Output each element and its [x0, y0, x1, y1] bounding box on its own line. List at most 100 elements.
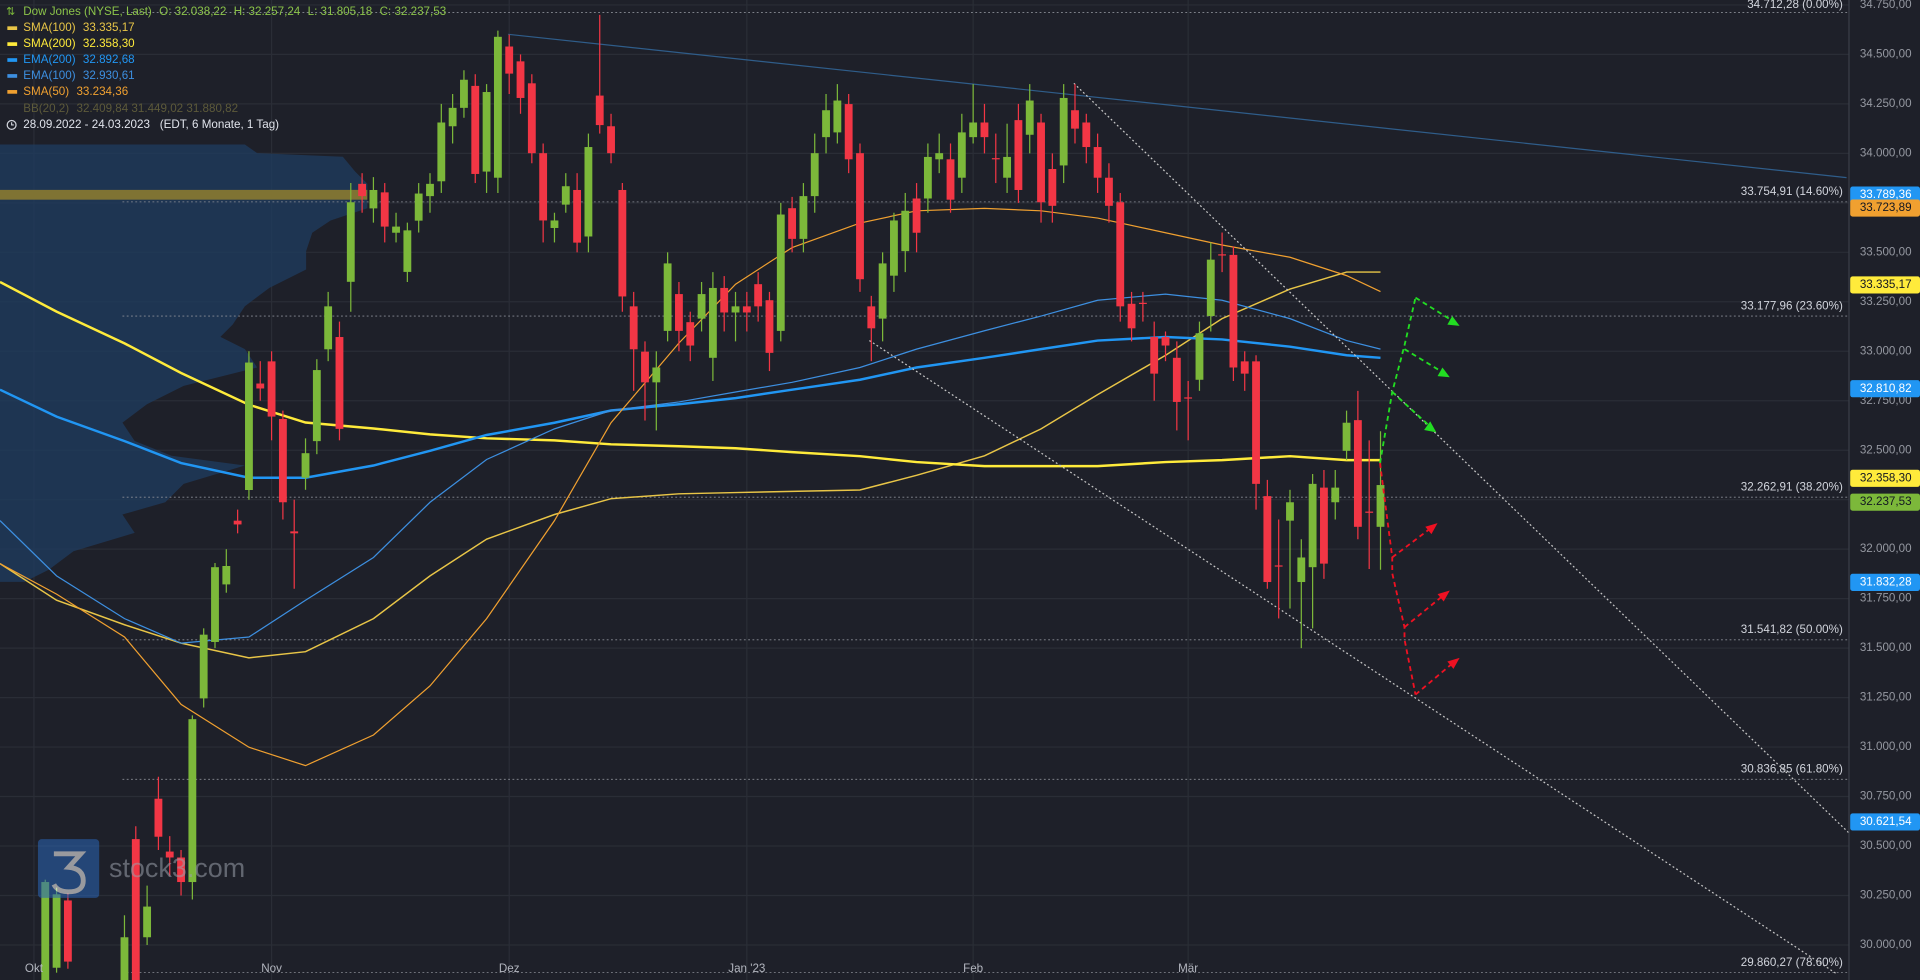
candle-body: [1342, 422, 1351, 451]
legend-entry: SMA(200) 32.358,30: [23, 37, 135, 50]
price-badge-label: 32.810,82: [1860, 382, 1912, 395]
projection-arrows: [1379, 296, 1460, 696]
y-tick-label: 32.500,00: [1860, 443, 1912, 456]
candle-body: [335, 337, 344, 429]
candle-body: [1184, 397, 1193, 399]
candle-body: [731, 306, 740, 313]
candle-body: [1150, 337, 1159, 374]
candle-body: [471, 85, 480, 174]
candle-body: [1274, 565, 1283, 567]
candle-body: [1014, 120, 1023, 190]
header: Dow Jones (NYSE, Last) O: 32.038,22 H: 32.…: [23, 5, 446, 18]
price-badge: [1850, 813, 1920, 831]
candle-body: [1161, 337, 1170, 346]
candle-body: [301, 453, 310, 478]
arrow-head: [1424, 421, 1437, 433]
price-badge-label: 32.237,53: [1860, 495, 1912, 508]
legend-entry: EMA(100) 32.930,61: [23, 69, 134, 82]
arrow-head: [1437, 367, 1450, 378]
candle-body: [754, 284, 763, 307]
candle-body: [1365, 511, 1374, 513]
y-tick-label: 31.750,00: [1860, 592, 1912, 605]
candle-body: [1320, 487, 1328, 564]
indicators: [0, 207, 1381, 767]
indicator-line: [0, 335, 1381, 479]
candle-body: [1331, 487, 1340, 503]
candle-body: [1093, 147, 1102, 178]
fib-label: 29.860,27 (78.60%): [1741, 956, 1843, 969]
legend-name: SMA(100): [23, 21, 75, 34]
legend-name: EMA(100): [23, 69, 75, 82]
y-tick-label: 30.000,00: [1860, 938, 1912, 951]
candle-body: [131, 839, 140, 980]
arrow-head: [1447, 316, 1460, 326]
legend-swatch: [7, 90, 18, 94]
legend-entry: SMA(50) 33.234,36: [23, 85, 128, 98]
candle-body: [290, 531, 299, 534]
clock-hands: [11, 122, 14, 126]
candle-body: [188, 719, 197, 883]
legend-name: SMA(200): [23, 37, 75, 50]
candle-body: [1172, 357, 1181, 402]
watermark-text: stock3.com: [109, 853, 245, 883]
candle-body: [799, 196, 808, 239]
y-tick-label: 33.500,00: [1860, 245, 1912, 258]
candle-body: [52, 894, 61, 968]
candle-body: [143, 906, 152, 938]
fib-levels: 34.712,28 (0.00%) 33.754,91 (14.60%) 33.17…: [122, 0, 1849, 974]
ohlc-low: L: 31.805,18: [308, 5, 373, 18]
candle-body: [652, 367, 661, 383]
y-tick-label: 30.250,00: [1860, 889, 1912, 902]
candle-body: [154, 798, 163, 837]
candle-body: [810, 153, 819, 197]
candle-body: [414, 193, 423, 221]
candle-body: [527, 83, 536, 154]
trend-lines: [508, 33, 1850, 975]
candle-body: [63, 900, 72, 962]
candle-body: [573, 189, 582, 243]
watermark: stock3.com: [37, 839, 245, 898]
candle-body: [1252, 361, 1260, 484]
y-tick-label: 34.500,00: [1860, 47, 1912, 60]
y-tick-label: 31.500,00: [1860, 641, 1912, 654]
candle-body: [561, 186, 570, 205]
projection-up: [1391, 391, 1434, 430]
candle-body: [346, 202, 355, 282]
arrow-heads: [1424, 316, 1460, 669]
legend-value: 32.930,61: [83, 69, 135, 82]
candle-body: [539, 153, 548, 221]
candle-body: [312, 370, 321, 442]
x-tick-label: Okt: [25, 962, 44, 975]
candle-body: [856, 153, 864, 280]
y-tick-label: 32.000,00: [1860, 542, 1912, 555]
candle-body: [720, 287, 729, 313]
y-tick-label: 33.250,00: [1860, 295, 1912, 308]
fib-label: 32.262,91 (38.20%): [1741, 480, 1843, 493]
candle-body: [1138, 302, 1147, 305]
legend-swatch: [7, 74, 18, 78]
legend-swatch: [7, 26, 18, 31]
candle-body: [765, 300, 774, 353]
candle-body: [1229, 254, 1238, 368]
price-badge: [1850, 276, 1920, 294]
candle-body: [1082, 122, 1091, 148]
candle-body: [697, 294, 706, 319]
legend-name: EMA(200): [23, 53, 75, 66]
candle-body: [1308, 483, 1317, 568]
price-badge: [1850, 186, 1920, 204]
fib-label: 33.754,91 (14.60%): [1741, 185, 1843, 198]
candle-body: [256, 383, 265, 389]
candle-body: [1003, 156, 1012, 178]
bb-name: BB(20,2): [23, 102, 69, 115]
candle-body: [935, 153, 944, 160]
price-badge: [1850, 199, 1920, 217]
candle-body: [199, 634, 208, 699]
indicator-line: [0, 271, 1381, 659]
candle-body: [1353, 420, 1362, 527]
candles: [41, 14, 1385, 980]
bb-values: 32.409,84 31.449,02 31.880,82: [76, 102, 238, 115]
candle-body: [177, 857, 185, 883]
ohlc-high: H: 32.257,24: [234, 5, 301, 18]
candle-body: [233, 520, 242, 525]
candle-body: [1376, 485, 1385, 527]
